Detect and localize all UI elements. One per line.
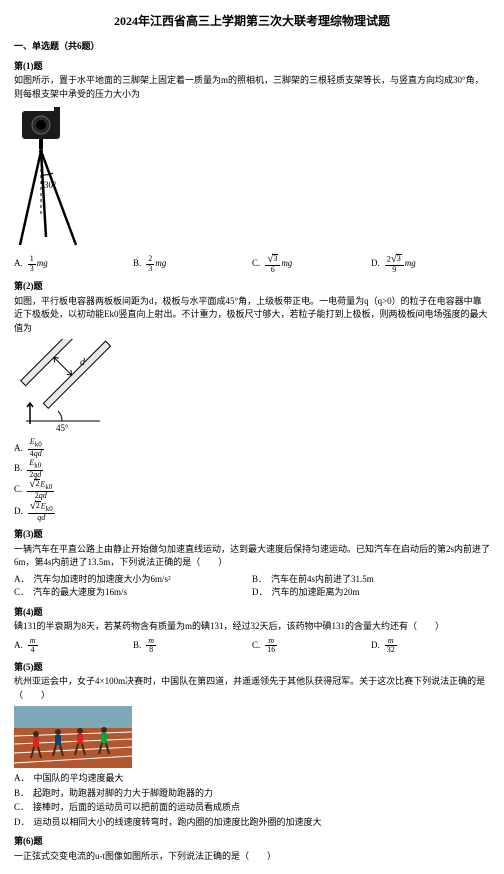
q4-opt-d: D.m32 (371, 637, 490, 655)
q5-figure (14, 706, 490, 768)
q2-opt-c: C. √2Ek0 2qd (14, 479, 252, 501)
q5-opt-c: C．接棒时，后面的运动员可以把前面的运动员看成质点 (14, 801, 490, 815)
q5-opt-a: A．中国队的平均速度最大 (14, 772, 490, 786)
q3-opt-d: D．汽车的加速距离为20m (252, 586, 490, 600)
svg-text:45°: 45° (56, 423, 69, 433)
q2-figure: d 45° (14, 339, 490, 434)
q1-opt-c: C. √3 6 mg (252, 254, 371, 274)
q1-opt-d: D. 2√3 9 mg (371, 254, 490, 274)
q3-options: A．汽车匀加速时的加速度大小为6m/s² B．汽车在前4s内前进了31.5m C… (14, 573, 490, 600)
q6-body: 一正弦式交变电流的u-t图像如图所示，下列说法正确的是（ ） (14, 850, 490, 864)
q4-body: 碘131的半衰期为8天，若某药物含有质量为m的碘131，经过32天后，该药物中碘… (14, 620, 490, 634)
q5-opt-d: D．运动员以相同大小的线速度转弯时，跑内圈的加速度比跑外圈的加速度大 (14, 816, 490, 830)
q4-opt-b: B.m8 (133, 637, 252, 655)
q4-options: A.m4 B.m8 C.m16 D.m32 (14, 637, 490, 655)
q3-opt-a: A．汽车匀加速时的加速度大小为6m/s² (14, 573, 252, 587)
q4-opt-a: A.m4 (14, 637, 133, 655)
q5-body: 杭州亚运会中，女子4×100m决赛时，中国队在第四道，并遥遥领先于其他队获得冠军… (14, 675, 490, 702)
q2-opt-b: B. Ek0 2qd (14, 459, 252, 479)
q5-opt-b: B．起跑时，助跑器对脚的力大于脚蹬助跑器的力 (14, 787, 490, 801)
q1-options: A. 13 mg B. 23 mg C. √3 6 mg D. 2√3 9 mg (14, 254, 490, 274)
q4-head: 第(4)题 (14, 606, 490, 620)
q2-head: 第(2)题 (14, 280, 490, 294)
page-title: 2024年江西省高三上学期第三次大联考理综物理试题 (14, 12, 490, 30)
q1-opt-a: A. 13 mg (14, 254, 133, 274)
q2-body: 如图，平行板电容器两板板间距为d，极板与水平面成45°角，上级板带正电。一电荷量… (14, 295, 490, 336)
q2-options: A. Ek0 4qd B. Ek0 2qd C. √2Ek0 2qd D. √2… (14, 438, 490, 522)
q3-opt-c: C．汽车的最大速度为16m/s (14, 586, 252, 600)
q5-head: 第(5)题 (14, 661, 490, 675)
q3-body: 一辆汽车在平直公路上由静止开始做匀加速直线运动，达到最大速度后保持匀速运动。已知… (14, 543, 490, 570)
q3-head: 第(3)题 (14, 528, 490, 542)
q4-opt-c: C.m16 (252, 637, 371, 655)
q2-opt-d: D. √2Ek0 qd (14, 501, 252, 523)
q1-opt-b: B. 23 mg (133, 254, 252, 274)
q3-opt-b: B．汽车在前4s内前进了31.5m (252, 573, 490, 587)
svg-text:30°: 30° (44, 180, 57, 190)
q5-options: A．中国队的平均速度最大 B．起跑时，助跑器对脚的力大于脚蹬助跑器的力 C．接棒… (14, 772, 490, 829)
section-heading: 一、单选题（共6题） (14, 40, 490, 54)
q6-head: 第(6)题 (14, 835, 490, 849)
q1-figure: 30° (14, 105, 490, 250)
q2-opt-a: A. Ek0 4qd (14, 438, 252, 458)
q1-body: 如图所示，置于水平地面的三脚架上固定着一质量为m的照相机，三脚架的三根轻质支架等… (14, 74, 490, 101)
q1-head: 第(1)题 (14, 60, 490, 74)
